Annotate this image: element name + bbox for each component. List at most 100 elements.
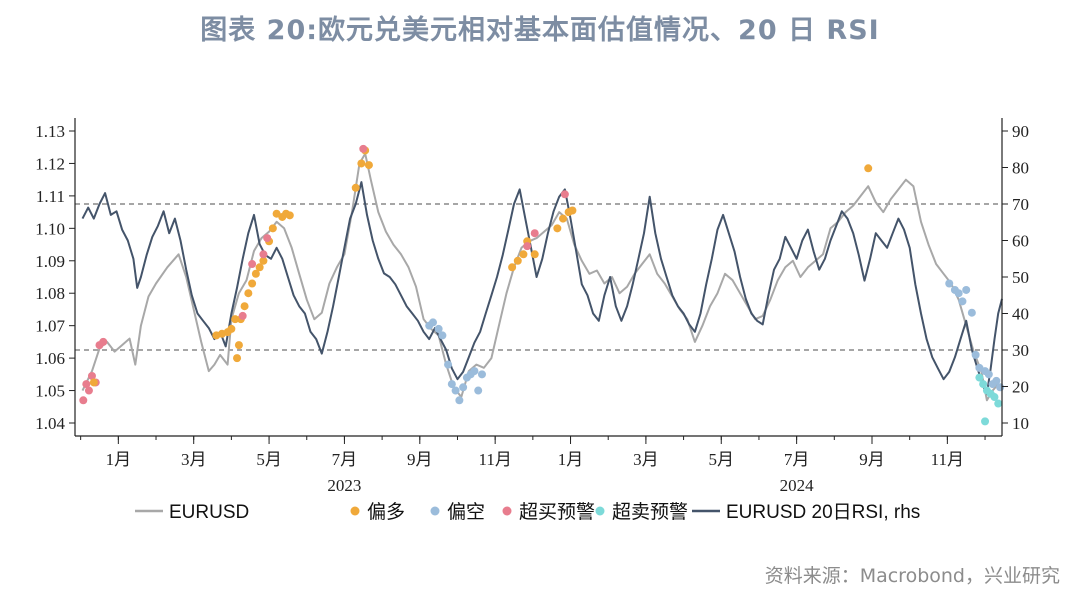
- axes: 1.04 1.05 1.06 1.07 1.08 1.09 1.10 1.11 1.12 1.13…: [35, 118, 1029, 495]
- x-tick-label: 3月: [633, 450, 659, 469]
- chart-title: 图表 20:欧元兑美元相对基本面估值情况、20 日 RSI: [200, 15, 880, 46]
- chart: 1.04 1.05 1.06 1.07 1.08 1.09 1.10 1.11 1.12 1.13…: [35, 118, 1029, 523]
- signal-dot-bull: [553, 224, 562, 233]
- signal-dot-ob: [87, 371, 96, 380]
- right-tick-label: 90: [1012, 122, 1029, 141]
- source-note: 资料来源：Macrobond，兴业研究: [764, 565, 1060, 587]
- legend-swatch-dot: [502, 506, 512, 516]
- right-tick-label: 10: [1012, 414, 1029, 433]
- legend-swatch-dot: [350, 506, 360, 516]
- legend-label: 超卖预警: [612, 501, 688, 523]
- legend-item-eurusd: EURUSD: [135, 502, 249, 523]
- signal-dot-bull: [568, 206, 577, 215]
- right-tick-label: 40: [1012, 305, 1029, 324]
- legend-label: EURUSD 20日RSI, rhs: [726, 502, 920, 523]
- signal-dot-bull: [530, 250, 539, 259]
- signal-dot-bull: [268, 224, 277, 233]
- signal-dot-bear: [958, 297, 967, 306]
- signal-dot-bull: [864, 164, 873, 173]
- signal-dot-os: [979, 380, 988, 389]
- x-tick-label: 7月: [784, 450, 810, 469]
- signal-dot-bull: [513, 256, 522, 265]
- legend-swatch-dot: [595, 506, 605, 516]
- left-tick-label: 1.12: [35, 154, 65, 173]
- x-tick-label: 11月: [931, 450, 964, 469]
- signal-dot-bull: [508, 263, 517, 272]
- signal-dot-bear: [945, 279, 954, 288]
- signal-dot-bear: [954, 289, 963, 298]
- signal-dot-bear: [451, 386, 460, 395]
- x-tick-label: 5月: [709, 450, 735, 469]
- signal-dot-bull: [259, 256, 268, 265]
- signal-dot-os: [990, 393, 999, 402]
- year-label: 2023: [327, 476, 361, 495]
- legend-item-ob: 超买预警: [502, 501, 595, 523]
- left-tick-label: 1.11: [36, 187, 65, 206]
- x-tick-label: 1月: [106, 450, 132, 469]
- signal-dot-bear: [962, 285, 971, 294]
- legend-item-bear: 偏空: [430, 501, 485, 523]
- signal-dot-bear: [455, 396, 464, 405]
- legend-swatch-dot: [430, 506, 440, 516]
- signal-dot-ob: [259, 250, 268, 259]
- signal-dot-os: [975, 373, 984, 382]
- signal-dot-ob: [82, 380, 91, 389]
- signal-dot-bear: [438, 331, 447, 340]
- signal-dot-bull: [357, 159, 366, 168]
- signal-dot-bull: [519, 250, 528, 259]
- signal-dot-bull: [244, 289, 253, 298]
- signal-dots: [79, 144, 1005, 426]
- left-tick-label: 1.08: [35, 284, 65, 303]
- signal-dot-bear: [459, 383, 468, 392]
- right-tick-label: 50: [1012, 268, 1029, 287]
- legend-label: 超买预警: [519, 501, 595, 523]
- x-tick-label: 1月: [558, 450, 584, 469]
- signal-dot-ob: [84, 386, 93, 395]
- legend: EURUSD 偏多 偏空 超买预警 超卖预警 EURUSD 20日RSI, rhs: [135, 501, 920, 523]
- rsi-line: [81, 181, 1003, 395]
- left-tick-label: 1.10: [35, 219, 65, 238]
- signal-dot-bull: [251, 269, 260, 278]
- signal-dot-bull: [227, 324, 236, 333]
- series-layer: [81, 152, 1003, 402]
- legend-item-bull: 偏多: [350, 501, 405, 523]
- signal-dot-bull: [89, 378, 98, 387]
- left-tick-label: 1.13: [35, 122, 65, 141]
- signal-dot-bear: [992, 376, 1001, 385]
- signal-dot-bear: [434, 324, 443, 333]
- signal-dot-bear: [971, 350, 980, 359]
- signal-dot-bull: [231, 315, 240, 324]
- signal-dot-ob: [248, 260, 257, 269]
- x-tick-label: 7月: [332, 450, 358, 469]
- signal-dot-ob: [560, 190, 569, 199]
- signal-dot-bear: [447, 380, 456, 389]
- x-tick-label: 9月: [859, 450, 885, 469]
- signal-dot-bear: [474, 386, 483, 395]
- signal-dot-bull: [255, 263, 264, 272]
- signal-dot-bear: [477, 370, 486, 379]
- right-tick-label: 60: [1012, 232, 1029, 251]
- x-tick-label: 3月: [181, 450, 207, 469]
- signal-dot-bear: [967, 308, 976, 317]
- signal-dot-os: [981, 417, 990, 426]
- legend-label: 偏多: [367, 501, 405, 523]
- left-tick-label: 1.06: [35, 349, 65, 368]
- signal-dot-ob: [359, 144, 368, 153]
- right-tick-label: 80: [1012, 159, 1029, 178]
- signal-dot-ob: [79, 396, 88, 405]
- legend-item-os: 超卖预警: [595, 501, 688, 523]
- left-tick-label: 1.07: [35, 317, 65, 336]
- signal-dot-bull: [234, 341, 243, 350]
- signal-dot-bull: [240, 302, 249, 311]
- legend-item-rsi: EURUSD 20日RSI, rhs: [692, 502, 920, 523]
- signal-dot-bull: [233, 354, 242, 363]
- signal-dot-bear: [996, 383, 1005, 392]
- right-tick-label: 30: [1012, 341, 1029, 360]
- right-tick-label: 70: [1012, 195, 1029, 214]
- eurusd-line: [81, 152, 999, 402]
- signal-dot-ob: [523, 242, 532, 251]
- signal-dot-bull: [351, 183, 360, 192]
- x-tick-label: 5月: [256, 450, 282, 469]
- legend-label: EURUSD: [169, 502, 249, 523]
- year-label: 2024: [780, 476, 815, 495]
